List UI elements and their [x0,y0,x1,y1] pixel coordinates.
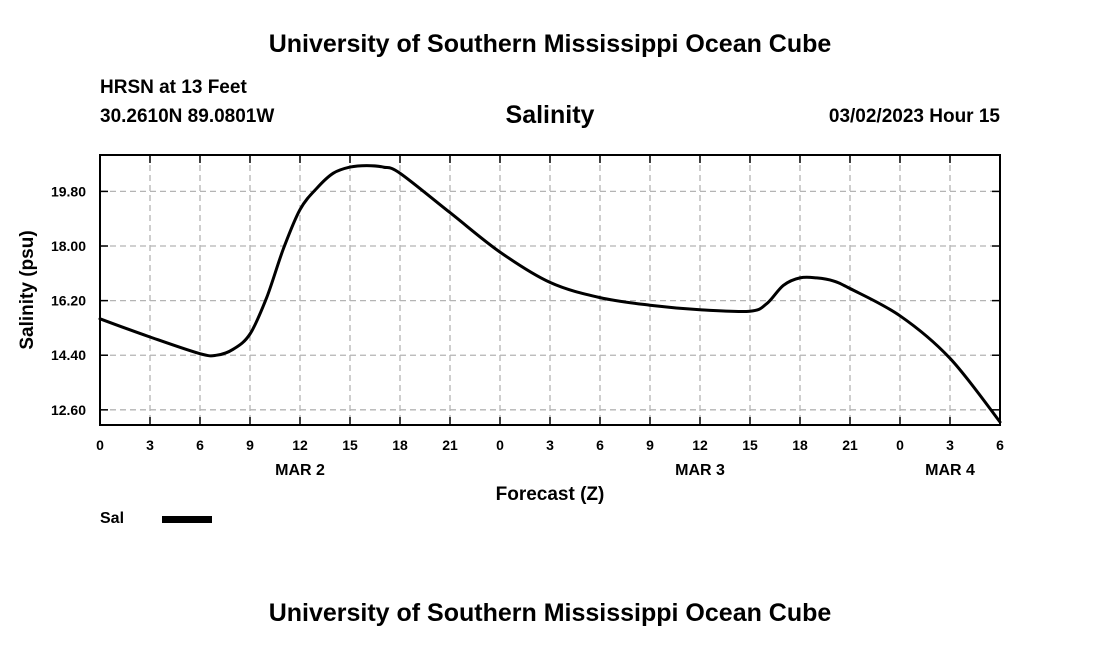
x-tick-label: 12 [292,437,308,453]
series-layer [98,164,1002,424]
station-label: HRSN at 13 Feet [100,77,247,98]
salinity-series-line [98,164,1002,424]
x-tick-label: 21 [842,437,858,453]
x-tick-label: 15 [342,437,358,453]
axis-ticks [99,155,1001,425]
x-tick-label: 3 [546,437,554,453]
x-tick-label: 3 [146,437,154,453]
x-tick-label: 18 [392,437,408,453]
x-tick-label: 18 [792,437,808,453]
x-tick-label: 15 [742,437,758,453]
x-tick-label: 0 [496,437,504,453]
x-tick-label: 3 [946,437,954,453]
y-axis-title: Salinity (psu) [17,230,38,349]
x-tick-label: 0 [96,437,104,453]
x-tick-label: 0 [896,437,904,453]
x-axis-title: Forecast (Z) [496,484,605,505]
footer-title: University of Southern Mississippi Ocean… [268,599,832,627]
x-tick-label: 6 [596,437,604,453]
legend-label: Sal [100,510,125,527]
x-tick-label: 6 [196,437,204,453]
y-tick-label: 12.60 [51,402,86,418]
date-label: MAR 2 [275,462,325,479]
date-label: MAR 3 [675,462,725,479]
chart-title: Salinity [505,101,595,129]
axis-labels: 0 3 6 9 12 15 18 21 0 3 6 9 12 15 18 21 0 3 6 12.60 14.40 16.… [17,183,1004,505]
x-tick-label: 21 [442,437,458,453]
forecast-datetime: 03/02/2023 Hour 15 [828,106,1000,127]
x-tick-label: 9 [646,437,654,453]
x-tick-label: 6 [996,437,1004,453]
legend-swatch [162,516,212,523]
page-title: University of Southern Mississippi Ocean… [268,30,832,58]
x-tick-label: 12 [692,437,708,453]
date-label: MAR 4 [925,462,975,479]
y-tick-label: 16.20 [51,293,86,309]
y-tick-label: 18.00 [51,238,86,254]
y-tick-label: 14.40 [51,347,86,363]
x-tick-label: 9 [246,437,254,453]
station-coordinates: 30.2610N 89.0801W [100,106,275,127]
grid-lines [100,155,1000,425]
y-tick-label: 19.80 [51,183,86,199]
